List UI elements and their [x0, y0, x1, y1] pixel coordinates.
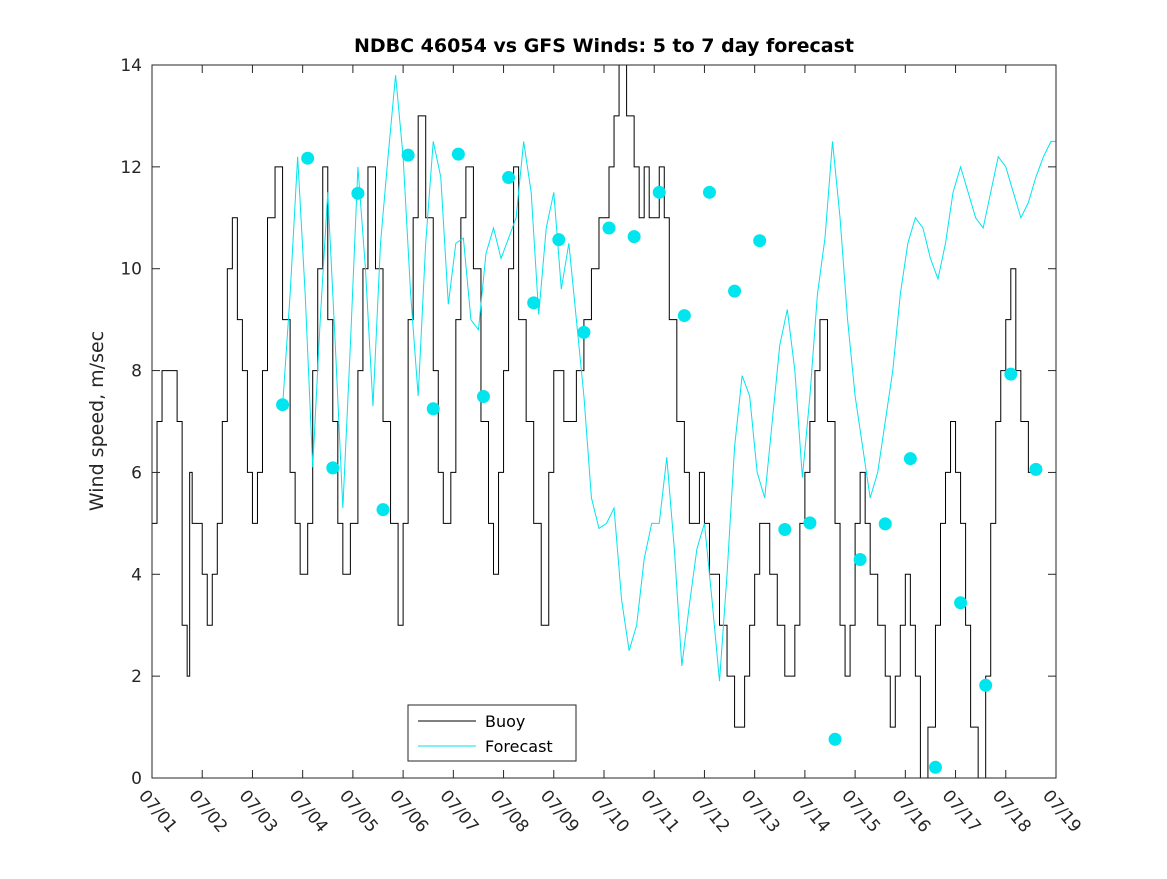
forecast-marker: [602, 221, 616, 235]
forecast-marker: [753, 234, 767, 248]
plot-area: [152, 65, 1056, 778]
forecast-marker: [702, 185, 716, 199]
forecast-marker: [401, 148, 415, 162]
forecast-marker: [803, 516, 817, 530]
forecast-marker: [979, 678, 993, 692]
forecast-marker: [1004, 367, 1018, 381]
forecast-marker: [954, 596, 968, 610]
forecast-marker: [476, 390, 490, 404]
y-axis-label: Wind speed, m/sec: [86, 331, 108, 511]
forecast-marker: [652, 185, 666, 199]
y-tick-label: 0: [131, 769, 142, 789]
series-line-forecast: [282, 75, 1056, 682]
forecast-marker: [502, 171, 516, 185]
y-tick-label: 14: [120, 56, 142, 76]
forecast-marker: [677, 309, 691, 323]
forecast-marker: [552, 233, 566, 247]
legend-box: [407, 704, 577, 762]
y-tick-label: 4: [131, 565, 142, 585]
forecast-marker: [878, 517, 892, 531]
y-tick-label: 12: [120, 158, 142, 178]
forecast-marker: [351, 186, 365, 200]
forecast-marker: [778, 522, 792, 536]
series-line-buoy: [152, 64, 1036, 779]
legend-label-forecast: Forecast: [485, 737, 553, 756]
forecast-marker: [853, 553, 867, 567]
forecast-marker: [728, 284, 742, 298]
series-layer: [152, 64, 1056, 779]
forecast-marker: [903, 452, 917, 466]
y-tick-label: 6: [131, 463, 142, 483]
y-tick-label: 8: [131, 362, 142, 382]
forecast-marker: [426, 402, 440, 416]
forecast-marker: [1029, 462, 1043, 476]
forecast-marker: [828, 732, 842, 746]
y-tick-label: 2: [131, 667, 142, 687]
forecast-marker: [451, 147, 465, 161]
legend: Buoy Forecast: [407, 704, 577, 762]
forecast-marker: [376, 503, 390, 517]
forecast-marker: [301, 151, 315, 165]
y-axis: 0 2 4 6 8 10 12 14: [120, 56, 1056, 789]
forecast-marker: [276, 398, 290, 412]
forecast-marker: [577, 325, 591, 339]
y-tick-label: 10: [120, 260, 142, 280]
legend-label-buoy: Buoy: [485, 712, 525, 731]
forecast-marker: [326, 461, 340, 475]
chart-title: NDBC 46054 vs GFS Winds: 5 to 7 day fore…: [354, 35, 854, 57]
forecast-marker: [627, 230, 641, 244]
forecast-marker: [928, 760, 942, 774]
forecast-marker: [527, 296, 541, 310]
marker-layer: [276, 147, 1043, 774]
